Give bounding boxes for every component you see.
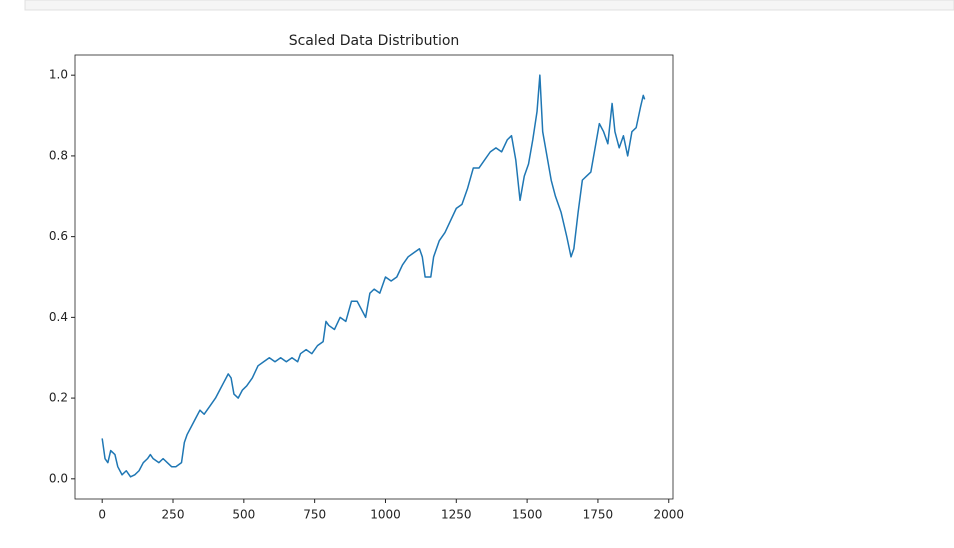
x-tick-label: 1250 bbox=[441, 508, 472, 522]
x-tick-label: 0 bbox=[98, 508, 106, 522]
y-tick-label: 0.4 bbox=[49, 310, 68, 324]
y-tick-label: 0.2 bbox=[49, 391, 68, 405]
chart-title: Scaled Data Distribution bbox=[289, 33, 460, 49]
x-tick-label: 250 bbox=[162, 508, 185, 522]
x-tick-label: 2000 bbox=[653, 508, 684, 522]
x-tick-label: 1500 bbox=[512, 508, 543, 522]
y-tick-label: 0.0 bbox=[49, 471, 68, 485]
x-tick-label: 1000 bbox=[370, 508, 401, 522]
plot-frame bbox=[74, 54, 674, 500]
y-tick-label: 1.0 bbox=[49, 68, 68, 82]
x-tick-label: 500 bbox=[232, 508, 255, 522]
output-cell-bar bbox=[24, 0, 954, 11]
data-line bbox=[101, 74, 646, 478]
y-tick-label: 0.8 bbox=[49, 148, 68, 162]
x-tick-label: 750 bbox=[303, 508, 326, 522]
y-tick-label: 0.6 bbox=[49, 229, 68, 243]
x-tick-label: 1750 bbox=[583, 508, 614, 522]
